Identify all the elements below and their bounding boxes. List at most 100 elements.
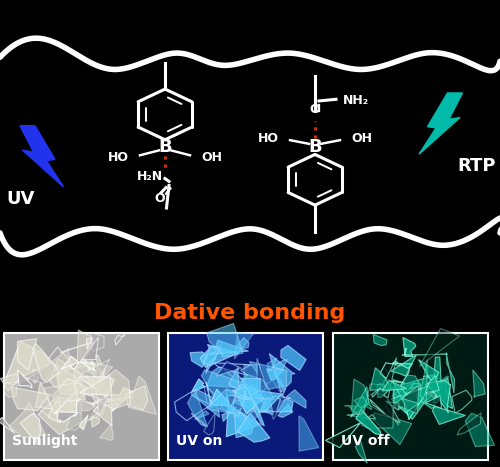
Polygon shape	[90, 397, 133, 405]
Polygon shape	[204, 386, 216, 404]
Polygon shape	[96, 354, 102, 367]
Polygon shape	[227, 396, 236, 407]
Polygon shape	[263, 396, 280, 412]
Text: H₂N: H₂N	[136, 170, 162, 183]
Polygon shape	[420, 359, 428, 403]
Polygon shape	[40, 410, 52, 418]
Polygon shape	[9, 402, 46, 437]
Polygon shape	[115, 333, 126, 345]
Polygon shape	[403, 383, 412, 402]
Polygon shape	[391, 389, 433, 419]
Polygon shape	[204, 413, 215, 435]
Polygon shape	[257, 358, 266, 396]
Polygon shape	[207, 340, 248, 354]
Polygon shape	[0, 417, 15, 433]
Polygon shape	[92, 376, 105, 382]
Polygon shape	[18, 370, 32, 388]
Polygon shape	[372, 413, 412, 445]
Polygon shape	[466, 413, 494, 446]
Polygon shape	[386, 403, 398, 425]
Text: B: B	[308, 138, 322, 156]
Text: OH: OH	[201, 151, 222, 164]
Polygon shape	[91, 395, 102, 402]
Polygon shape	[80, 362, 96, 371]
Polygon shape	[218, 396, 246, 407]
Polygon shape	[403, 402, 416, 410]
Polygon shape	[207, 389, 237, 413]
Polygon shape	[403, 338, 416, 356]
Polygon shape	[70, 381, 82, 416]
Polygon shape	[241, 378, 260, 396]
Polygon shape	[386, 401, 399, 410]
Polygon shape	[418, 360, 439, 381]
Polygon shape	[432, 406, 466, 425]
Polygon shape	[425, 383, 447, 401]
Polygon shape	[69, 398, 94, 411]
Polygon shape	[80, 377, 114, 397]
Polygon shape	[234, 412, 253, 438]
Polygon shape	[4, 382, 18, 397]
Polygon shape	[428, 381, 450, 413]
Polygon shape	[432, 378, 452, 409]
Polygon shape	[192, 413, 206, 426]
Text: RTP: RTP	[458, 157, 496, 175]
Polygon shape	[234, 374, 274, 399]
Polygon shape	[60, 342, 92, 353]
Polygon shape	[382, 381, 406, 391]
Polygon shape	[64, 366, 94, 387]
Polygon shape	[370, 399, 385, 414]
Polygon shape	[234, 333, 254, 359]
Polygon shape	[96, 369, 100, 386]
Polygon shape	[452, 390, 472, 413]
Polygon shape	[77, 330, 94, 371]
Polygon shape	[246, 395, 264, 426]
Polygon shape	[365, 394, 400, 423]
Polygon shape	[272, 360, 287, 370]
Polygon shape	[248, 389, 282, 411]
Polygon shape	[350, 387, 369, 417]
Bar	[333, 333, 488, 460]
Polygon shape	[204, 347, 221, 366]
Polygon shape	[11, 387, 51, 410]
Polygon shape	[286, 390, 306, 408]
Polygon shape	[383, 358, 396, 398]
Polygon shape	[89, 403, 106, 420]
Polygon shape	[352, 379, 372, 415]
Polygon shape	[424, 375, 437, 376]
Text: UV on: UV on	[176, 434, 222, 448]
Polygon shape	[82, 337, 98, 360]
Polygon shape	[238, 413, 270, 442]
Polygon shape	[86, 375, 94, 389]
Text: NH₂: NH₂	[342, 93, 368, 106]
Polygon shape	[66, 398, 102, 430]
Polygon shape	[126, 386, 148, 410]
Text: Sunlight: Sunlight	[12, 434, 78, 448]
Polygon shape	[211, 389, 232, 405]
Polygon shape	[216, 361, 242, 376]
Polygon shape	[48, 397, 60, 423]
Polygon shape	[267, 358, 277, 371]
Polygon shape	[57, 361, 86, 395]
Polygon shape	[206, 367, 252, 389]
Polygon shape	[4, 341, 50, 384]
Polygon shape	[18, 339, 36, 370]
Polygon shape	[430, 387, 450, 400]
Polygon shape	[86, 338, 92, 349]
Polygon shape	[54, 389, 78, 416]
Polygon shape	[234, 403, 260, 425]
Polygon shape	[22, 365, 51, 383]
Text: HO: HO	[258, 132, 279, 145]
Polygon shape	[234, 385, 264, 414]
Polygon shape	[398, 375, 421, 397]
Polygon shape	[194, 410, 209, 419]
Polygon shape	[242, 399, 256, 412]
Polygon shape	[372, 388, 381, 397]
Polygon shape	[219, 393, 246, 416]
Polygon shape	[434, 357, 442, 390]
Polygon shape	[226, 389, 239, 408]
Polygon shape	[206, 382, 212, 407]
Polygon shape	[425, 375, 439, 393]
Polygon shape	[392, 361, 412, 368]
Polygon shape	[426, 396, 442, 408]
Polygon shape	[370, 368, 392, 390]
